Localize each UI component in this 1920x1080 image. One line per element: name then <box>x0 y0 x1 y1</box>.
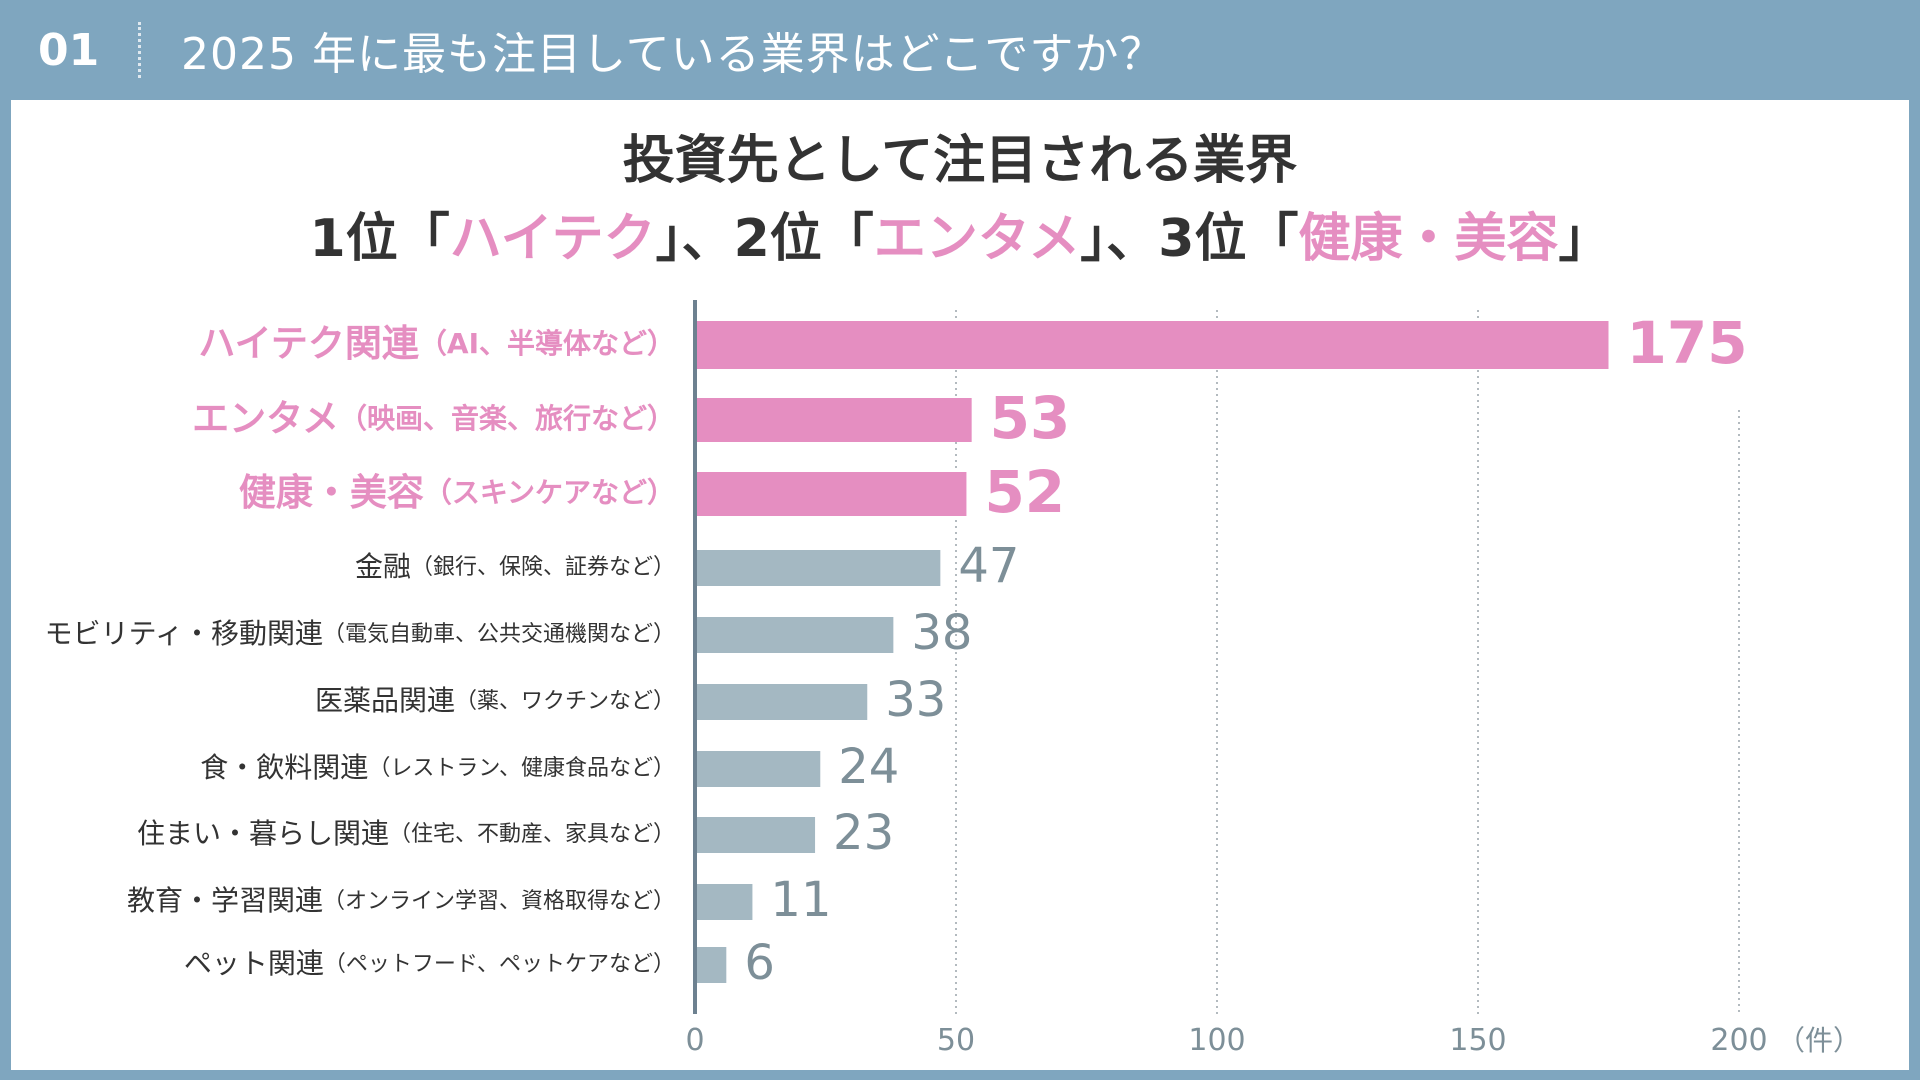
category-detail: （ペットフード、ペットケアなど） <box>324 952 675 977</box>
bar <box>695 398 972 442</box>
bar <box>695 817 816 853</box>
category-detail: （レストラン、健康食品など） <box>368 756 675 781</box>
value-label: 53 <box>990 384 1071 452</box>
category-detail: （薬、ワクチンなど） <box>455 689 675 714</box>
x-tick-label: 100 <box>1188 1023 1245 1058</box>
bar <box>695 751 821 787</box>
question-header: 01 2025 年に最も注目している業界はどこですか？ <box>0 0 1920 100</box>
title-text: 1位「 <box>309 209 450 269</box>
value-label: 33 <box>885 672 946 728</box>
category-name: ハイテク関連 <box>198 322 420 365</box>
value-label: 175 <box>1627 309 1748 377</box>
category-label: 健康・美容（スキンケアなど） <box>239 471 675 514</box>
x-tick-label: 150 <box>1449 1023 1506 1058</box>
bar <box>695 472 967 516</box>
bar <box>695 617 894 653</box>
category-detail: （スキンケアなど） <box>424 476 675 509</box>
category-name: 健康・美容 <box>239 471 424 514</box>
x-tick-label: 50 <box>937 1023 975 1058</box>
bar <box>695 321 1609 369</box>
category-detail: （映画、音楽、旅行など） <box>339 402 675 435</box>
title-highlight: ハイテク <box>449 209 656 269</box>
header-divider <box>138 22 141 78</box>
category-detail: （住宅、不動産、家具など） <box>389 822 675 847</box>
category-detail: （電気自動車、公共交通機関など） <box>323 622 675 647</box>
title-highlight: 健康・美容 <box>1298 209 1559 269</box>
title-text: 」、3位「 <box>1080 209 1299 269</box>
value-label: 6 <box>744 935 775 991</box>
category-detail: （オンライン学習、資格取得など） <box>323 889 675 914</box>
bar <box>695 550 941 586</box>
category-label: エンタメ（映画、音楽、旅行など） <box>192 397 675 440</box>
value-label: 23 <box>833 805 894 861</box>
category-name: エンタメ <box>192 397 339 440</box>
question-text: 2025 年に最も注目している業界はどこですか？ <box>181 29 1165 80</box>
chart-panel: 投資先として注目される業界 1位「ハイテク」、2位「エンタメ」、3位「健康・美容… <box>11 100 1909 1070</box>
category-name: 住まい・暮らし関連 <box>137 817 389 850</box>
x-tick-label: 200 <box>1710 1023 1767 1058</box>
category-name: 医薬品関連 <box>315 684 455 717</box>
category-label: 医薬品関連（薬、ワクチンなど） <box>315 684 675 717</box>
chart-title-line1: 投資先として注目される業界 <box>622 131 1298 191</box>
title-highlight: エンタメ <box>873 209 1081 269</box>
bar <box>695 884 753 920</box>
category-name: 教育・学習関連 <box>127 884 323 917</box>
bar <box>695 947 727 983</box>
category-detail: （AI、半導体など） <box>419 327 675 360</box>
question-number: 01 <box>38 24 100 76</box>
x-tick-label: 0 <box>685 1023 704 1058</box>
value-label: 11 <box>770 872 831 928</box>
value-label: 47 <box>958 538 1019 594</box>
bar-chart: ハイテク関連（AI、半導体など） 175 エンタメ（映画、音楽、旅行など） 53 健康・… <box>45 300 1861 1058</box>
title-text: 」、2位「 <box>655 209 874 269</box>
x-unit-label: （件） <box>1777 1024 1861 1057</box>
category-name: 金融 <box>355 550 411 583</box>
category-label: 教育・学習関連（オンライン学習、資格取得など） <box>127 884 675 917</box>
category-label: 食・飲料関連（レストラン、健康食品など） <box>200 751 675 784</box>
category-detail: （銀行、保険、証券など） <box>411 555 675 580</box>
category-label: ペット関連（ペットフード、ペットケアなど） <box>184 947 675 980</box>
value-label: 52 <box>984 458 1065 526</box>
value-label: 24 <box>838 739 899 795</box>
category-name: ペット関連 <box>184 947 324 980</box>
value-label: 38 <box>911 605 972 661</box>
category-label: 金融（銀行、保険、証券など） <box>355 550 675 583</box>
chart-title-line2: 1位「ハイテク」、2位「エンタメ」、3位「健康・美容」 <box>11 200 1909 278</box>
title-text: 」 <box>1558 209 1611 269</box>
category-label: ハイテク関連（AI、半導体など） <box>198 322 675 365</box>
category-label: 住まい・暮らし関連（住宅、不動産、家具など） <box>137 817 675 850</box>
chart-title: 投資先として注目される業界 1位「ハイテク」、2位「エンタメ」、3位「健康・美容… <box>11 122 1909 278</box>
category-name: モビリティ・移動関連 <box>45 617 323 650</box>
category-label: モビリティ・移動関連（電気自動車、公共交通機関など） <box>45 617 675 650</box>
bar <box>695 684 868 720</box>
category-name: 食・飲料関連 <box>200 751 368 784</box>
